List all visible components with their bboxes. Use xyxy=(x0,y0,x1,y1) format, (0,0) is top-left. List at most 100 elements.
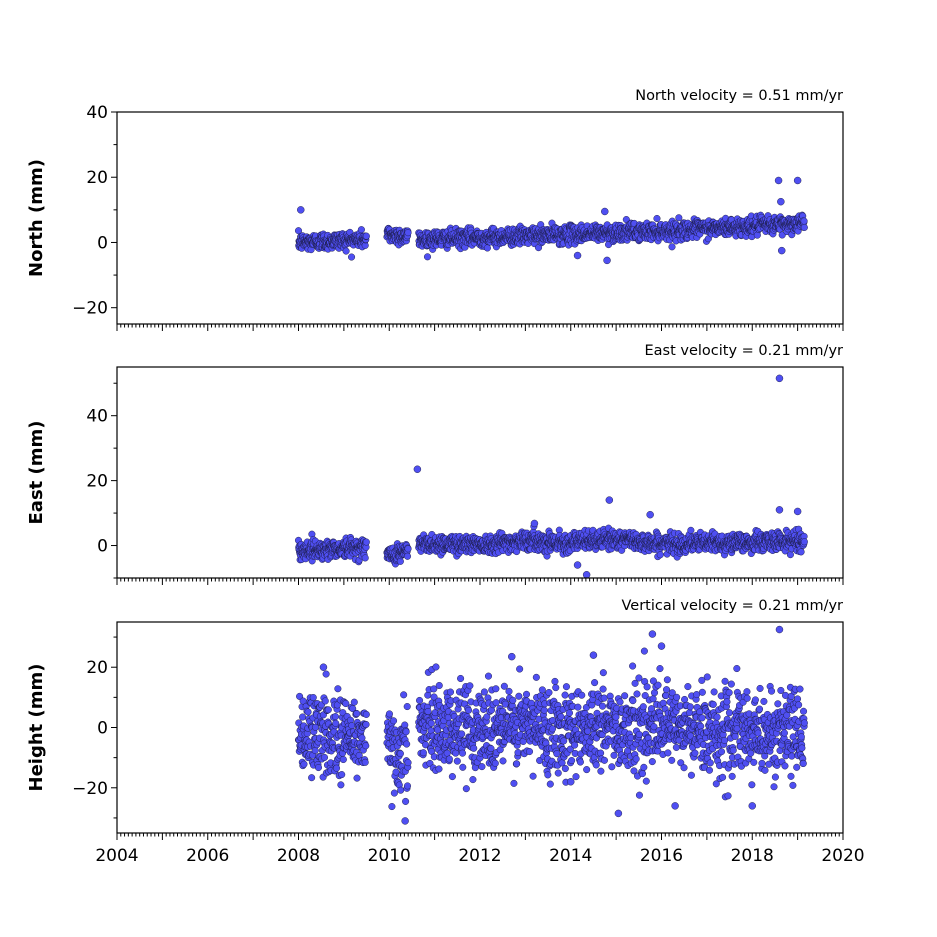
height-data-point xyxy=(435,765,443,773)
height-data-point xyxy=(338,771,346,779)
height-data-point xyxy=(599,702,607,710)
height-data-point xyxy=(390,789,398,797)
height-data-point xyxy=(404,759,412,767)
height-data-point xyxy=(565,709,573,717)
height-data-point xyxy=(337,781,345,789)
height-data-point xyxy=(608,763,616,771)
east-data-point xyxy=(404,545,412,553)
north-outlier-point xyxy=(778,246,786,255)
height-data-point xyxy=(551,677,559,685)
height-data-point xyxy=(402,728,410,736)
height-data-point xyxy=(554,769,562,777)
height-data-point xyxy=(402,797,410,805)
height-data-point xyxy=(491,759,499,767)
height-data-point xyxy=(469,776,477,784)
height-data-point xyxy=(314,764,322,772)
north-x-ticks xyxy=(116,324,844,331)
height-data-point xyxy=(568,757,576,765)
height-data-point xyxy=(544,771,552,779)
east-data-point xyxy=(656,551,664,559)
height-data-point xyxy=(505,687,513,695)
east-data-point xyxy=(403,552,412,560)
height-data-point xyxy=(610,751,618,759)
east-y-tick-label: 40 xyxy=(86,407,108,427)
north-y-tick-label: 20 xyxy=(86,168,108,188)
height-data-point xyxy=(321,697,329,705)
north-outlier-point xyxy=(573,251,582,260)
east-y-tick-label: 0 xyxy=(97,537,108,557)
height-data-point xyxy=(546,780,554,788)
height-data-point xyxy=(525,748,534,756)
height-data-point xyxy=(522,690,531,698)
north-outlier-point xyxy=(601,207,609,216)
north-outlier-point xyxy=(793,176,802,185)
height-data-point xyxy=(300,760,308,768)
height-data-point xyxy=(515,692,523,700)
height-data-point xyxy=(427,719,435,727)
height-data-point xyxy=(492,699,500,707)
height-data-point xyxy=(492,685,500,693)
height-data-point xyxy=(484,672,493,680)
east-y-axis-label: East (mm) xyxy=(26,421,47,525)
east-data-point xyxy=(687,526,695,534)
height-data-point xyxy=(480,688,488,696)
height-data-point xyxy=(561,765,569,773)
height-data-point xyxy=(416,696,424,704)
height-data-point xyxy=(458,730,466,738)
east-outlier-point xyxy=(775,506,784,514)
height-data-point xyxy=(578,691,586,699)
north-data-point xyxy=(294,227,303,235)
height-data-points xyxy=(294,625,808,825)
north-data-point xyxy=(483,244,491,252)
height-data-point xyxy=(591,679,599,687)
height-data-point xyxy=(390,717,398,725)
height-data-point xyxy=(362,742,370,750)
height-data-point xyxy=(478,763,486,771)
height-data-point xyxy=(362,720,370,729)
height-data-point xyxy=(612,713,620,721)
height-data-point xyxy=(339,755,347,764)
height-data-point xyxy=(597,767,605,775)
east-data-points xyxy=(294,374,808,578)
north-data-point xyxy=(357,226,365,234)
height-data-point xyxy=(403,740,411,748)
height-data-point xyxy=(304,708,312,716)
height-data-point xyxy=(397,786,405,794)
north-data-point xyxy=(800,223,808,231)
height-data-point xyxy=(553,750,561,758)
height-data-point xyxy=(487,745,495,753)
height-data-point xyxy=(464,706,473,714)
height-data-point xyxy=(358,734,366,742)
height-data-point xyxy=(388,803,396,811)
height-data-point xyxy=(396,750,404,758)
height-data-point xyxy=(457,674,465,683)
height-data-point xyxy=(446,688,454,696)
north-y-tick-label: −20 xyxy=(72,299,108,319)
north-outlier-point xyxy=(297,206,305,214)
east-data-point xyxy=(800,538,808,546)
height-data-point xyxy=(324,706,332,714)
height-data-point xyxy=(432,663,440,671)
east-outlier-point xyxy=(775,374,784,383)
north-data-point xyxy=(800,217,808,225)
east-outlier-point xyxy=(605,496,614,504)
height-data-point xyxy=(400,691,408,699)
height-data-point xyxy=(513,760,521,768)
north-data-point xyxy=(668,243,676,251)
east-data-point xyxy=(362,538,370,546)
height-data-point xyxy=(331,713,339,721)
north-y-tick-label: 0 xyxy=(97,233,108,253)
height-data-point xyxy=(361,758,369,766)
height-data-point xyxy=(309,694,317,702)
height-data-point xyxy=(509,696,517,704)
height-data-point xyxy=(499,757,507,765)
east-outlier-point xyxy=(793,507,802,516)
east-y-tick-label: 20 xyxy=(86,472,108,492)
height-data-point xyxy=(459,763,467,771)
height-data-point xyxy=(562,683,570,691)
height-data-point xyxy=(332,719,340,727)
north-velocity-annotation: North velocity = 0.51 mm/yr xyxy=(635,88,843,104)
height-data-point xyxy=(448,773,456,781)
height-data-point xyxy=(403,703,411,711)
